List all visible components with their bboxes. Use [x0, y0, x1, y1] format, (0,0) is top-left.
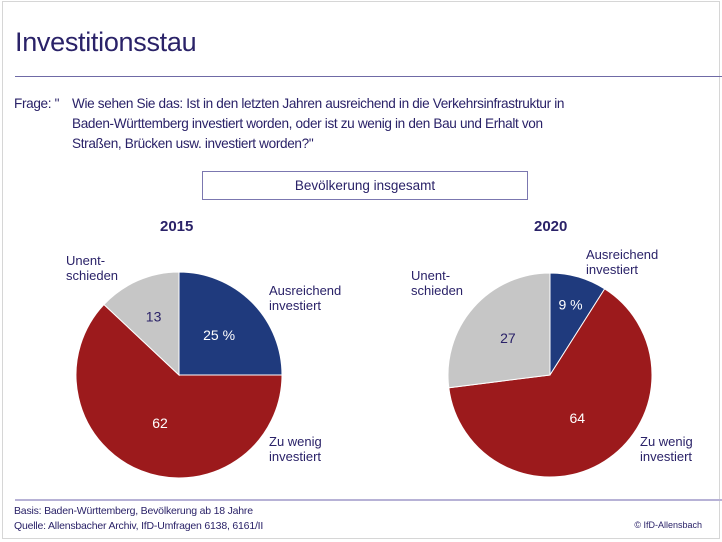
footer-basis: Basis: Baden-Württemberg, Bevölkerung ab… — [14, 505, 253, 517]
pie-title-2020: 2020 — [534, 218, 568, 235]
footer-divider — [15, 499, 722, 501]
label-2015-unentschieden: Unent- schieden — [66, 253, 119, 283]
pie-title-2015: 2015 — [160, 218, 194, 235]
value-label-2015-ausreichend: 25 % — [203, 327, 235, 343]
footer-source: Quelle: Allensbacher Archiv, IfD-Umfrage… — [14, 520, 264, 532]
page-title: Investitionsstau — [15, 27, 197, 57]
population-group-label: Bevölkerung insgesamt — [202, 171, 528, 200]
label-2020-ausreichend: Ausreichend investiert — [586, 247, 659, 277]
pie-slice-2020-unentschieden — [447, 272, 551, 389]
value-label-2020-unentschieden: 27 — [500, 330, 516, 346]
pie-slice-2015-ausreichend — [178, 271, 283, 376]
label-2015-ausreichend: Ausreichend investiert — [269, 283, 342, 313]
question-label: Frage: " — [14, 96, 60, 111]
question-text: Wie sehen Sie das: Ist in den letzten Ja… — [72, 96, 565, 151]
value-label-2015-unentschieden: 13 — [146, 308, 162, 324]
copyright: © IfD-Allensbach — [634, 520, 702, 530]
value-label-2020-zu-wenig: 64 — [570, 410, 586, 426]
label-2020-unentschieden: Unent- schieden — [411, 268, 464, 298]
pie-slice-2020-zu-wenig — [448, 288, 653, 478]
value-label-2020-ausreichend: 9 % — [558, 297, 582, 313]
value-label-2015-zu-wenig: 62 — [152, 415, 168, 431]
title-divider — [15, 76, 722, 77]
pie-slice-2015-zu-wenig — [75, 303, 283, 479]
label-2020-zu-wenig: Zu wenig investiert — [640, 434, 693, 464]
pie-2020: 9 % 64 27 — [447, 272, 653, 478]
pie-2015: 25 % 62 13 — [75, 271, 283, 479]
label-2015-zu-wenig: Zu wenig investiert — [269, 434, 322, 464]
pie-slice-2015-unentschieden — [103, 271, 180, 377]
